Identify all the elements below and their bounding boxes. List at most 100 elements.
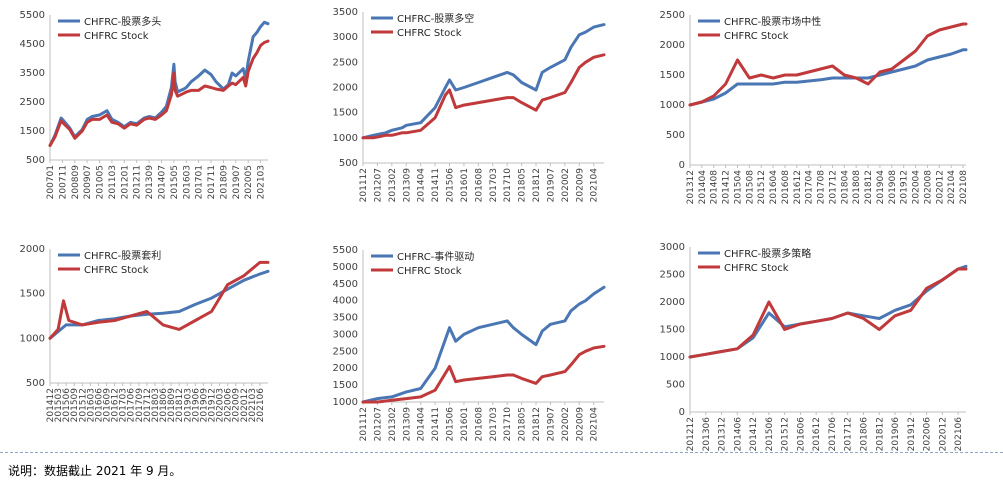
x-tick-label: 200809	[71, 165, 81, 200]
x-tick-label: 201005	[96, 165, 106, 199]
x-tick-label: 201309	[402, 407, 412, 442]
x-tick-label: 201606	[796, 417, 806, 452]
series-line-index	[361, 23, 606, 140]
x-tick-label: 201710	[503, 407, 513, 442]
x-tick-label: 201706	[828, 417, 838, 452]
x-tick-label: 201710	[503, 168, 513, 203]
x-tick-label: 201503	[54, 388, 64, 422]
x-tick-label: 201912	[900, 170, 910, 204]
x-tick-label: 201909	[199, 388, 209, 423]
x-tick-label: 200907	[83, 165, 93, 199]
x-tick-label: 201712	[844, 417, 854, 451]
x-tick-label: 201306	[702, 417, 712, 452]
series-line-stock	[688, 267, 968, 359]
y-tick-label: 2500	[333, 346, 358, 357]
x-tick-label: 201201	[120, 165, 130, 199]
x-tick-label: 202012	[240, 388, 250, 422]
x-tick-label: 201212	[686, 417, 696, 451]
y-tick-label: 2000	[333, 363, 358, 374]
x-tick-label: 201712	[143, 388, 153, 422]
x-tick-label: 201806	[159, 388, 169, 423]
x-tick-label: 201312	[718, 417, 728, 451]
x-tick-label: 202009	[575, 407, 585, 442]
x-tick-label: 202104	[590, 168, 600, 203]
y-tick-label: 4500	[20, 39, 45, 50]
x-tick-label: 201908	[888, 170, 898, 205]
x-tick-label: 201812	[864, 170, 874, 204]
x-tick-label: 201506	[765, 417, 775, 452]
x-tick-label: 201309	[145, 165, 155, 200]
x-tick-label: 201207	[373, 407, 383, 441]
y-tick-label: 2000	[20, 244, 45, 255]
x-tick-label: 202104	[590, 407, 600, 442]
x-tick-label: 202006	[923, 417, 933, 452]
legend-label: CHFRC-事件驱动	[397, 250, 474, 263]
x-tick-label: 201812	[875, 417, 885, 451]
legend-label: CHFRC Stock	[84, 265, 149, 276]
y-tick-label: 1500	[20, 126, 45, 137]
legend-label: CHFRC-股票多策略	[724, 247, 811, 260]
x-tick-label: 201309	[402, 168, 412, 203]
x-tick-label: 201804	[840, 170, 850, 205]
x-tick-label: 201708	[817, 170, 827, 205]
y-tick-label: 1500	[660, 70, 685, 81]
x-tick-label: 202103	[248, 388, 258, 422]
series-line-stock	[48, 260, 270, 340]
x-tick-label: 201812	[532, 168, 542, 202]
x-tick-label: 201612	[111, 388, 121, 422]
x-tick-label: 201703	[489, 407, 499, 441]
y-tick-label: 500	[339, 158, 358, 169]
y-tick-label: 1000	[20, 333, 45, 344]
x-tick-label: 201712	[828, 170, 838, 204]
x-tick-label: 201608	[474, 407, 484, 442]
x-tick-label: 202009	[575, 168, 585, 203]
x-tick-label: 201703	[119, 388, 129, 422]
x-tick-label: 201512	[781, 417, 791, 451]
footer-divider	[0, 452, 1003, 453]
x-tick-label: 201404	[417, 407, 427, 442]
x-tick-label: 201912	[207, 388, 217, 422]
y-tick-label: 1000	[660, 100, 685, 111]
x-tick-label: 201302	[388, 168, 398, 202]
x-tick-label: 201907	[546, 407, 556, 441]
x-tick-label: 201506	[446, 168, 456, 203]
x-tick-label: 201407	[157, 165, 167, 199]
series-line-stock	[361, 344, 606, 404]
y-tick-label: 1500	[333, 108, 358, 119]
y-tick-label: 5500	[333, 245, 358, 256]
x-tick-label: 202106	[256, 388, 266, 423]
series-line-index	[361, 285, 606, 404]
y-tick-label: 2500	[660, 270, 685, 281]
x-tick-label: 200701	[46, 165, 56, 199]
x-tick-label: 201312	[686, 170, 696, 204]
x-tick-label: 201904	[876, 170, 886, 205]
x-tick-label: 201704	[805, 170, 815, 205]
series-line-index	[688, 48, 968, 107]
x-tick-label: 201103	[108, 165, 118, 199]
x-tick-label: 201302	[388, 407, 398, 441]
y-tick-label: 5500	[20, 10, 45, 21]
y-tick-label: 500	[666, 380, 685, 391]
legend-label: CHFRC-股票市场中性	[724, 15, 821, 28]
legend-label: CHFRC-股票套利	[84, 249, 161, 262]
y-tick-label: 0	[679, 407, 685, 418]
x-tick-label: 201406	[733, 417, 743, 452]
x-tick-label: 201509	[70, 388, 80, 423]
y-tick-label: 2500	[20, 97, 45, 108]
x-tick-label: 202002	[561, 407, 571, 441]
legend-label: CHFRC Stock	[397, 266, 462, 277]
x-tick-label: 201907	[232, 165, 242, 199]
x-tick-label: 201411	[431, 168, 441, 202]
x-tick-label: 201604	[769, 170, 779, 205]
x-tick-label: 202002	[561, 168, 571, 202]
x-tick-label: 201711	[207, 165, 217, 199]
x-tick-label: 201906	[191, 388, 201, 423]
x-tick-label: 201211	[133, 165, 143, 199]
y-tick-label: 3500	[333, 7, 358, 18]
legend-label: CHFRC-股票多空	[397, 12, 474, 25]
x-tick-label: 201612	[793, 170, 803, 204]
x-tick-label: 201709	[135, 388, 145, 423]
y-tick-label: 2500	[660, 10, 685, 21]
y-tick-label: 3500	[333, 313, 358, 324]
x-tick-label: 202009	[232, 388, 242, 423]
